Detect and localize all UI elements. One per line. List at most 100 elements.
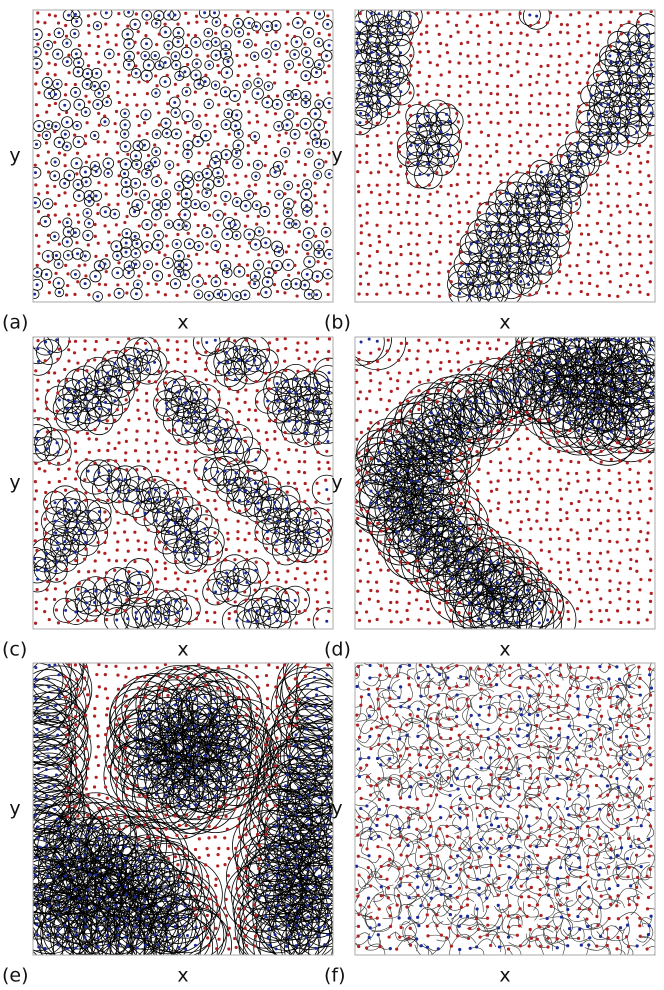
blue-particle	[589, 143, 593, 147]
blue-particle	[535, 14, 539, 18]
particle-ring	[580, 411, 636, 466]
particle-ring	[544, 173, 570, 199]
blue-particle	[305, 531, 309, 535]
red-particle	[628, 210, 632, 214]
x-axis-label: x	[499, 312, 510, 334]
red-particle	[284, 620, 288, 624]
red-particle	[509, 359, 513, 363]
particle-ring	[80, 464, 111, 495]
red-particle	[636, 212, 640, 216]
blue-particle	[566, 400, 570, 404]
panel-frame	[354, 336, 656, 630]
particle-ring	[355, 92, 381, 120]
red-particle	[305, 581, 309, 585]
particle-ring	[221, 26, 233, 38]
blue-particle	[164, 121, 168, 125]
blue-particle	[73, 272, 77, 276]
red-particle	[87, 293, 91, 297]
red-particle	[387, 358, 391, 362]
red-particle	[585, 489, 589, 493]
red-particle	[153, 439, 158, 443]
blue-particle	[636, 417, 640, 421]
red-particle	[579, 54, 583, 58]
red-particle	[366, 580, 370, 584]
particle-ring	[400, 492, 456, 549]
blue-particle	[323, 142, 327, 146]
blue-particle	[127, 357, 131, 361]
red-particle	[539, 64, 543, 68]
blue-particle	[247, 477, 251, 481]
blue-particle	[535, 193, 539, 197]
red-particle	[637, 517, 641, 521]
red-particle	[385, 349, 389, 353]
red-particle	[459, 261, 463, 265]
red-particle	[34, 369, 38, 373]
blue-particle	[467, 591, 471, 595]
blue-particle	[245, 580, 249, 584]
panel-label: (c)	[2, 639, 27, 661]
blue-particle	[85, 211, 89, 215]
blue-particle	[233, 567, 237, 571]
red-particle	[448, 240, 453, 244]
red-particle	[234, 458, 238, 462]
blue-particle	[174, 111, 178, 115]
blue-particle	[505, 191, 509, 195]
particle-ring	[201, 187, 212, 198]
particle-ring	[33, 57, 43, 70]
red-particle	[174, 560, 178, 564]
blue-particle	[439, 160, 443, 164]
red-particle	[306, 111, 311, 116]
red-particle	[247, 163, 251, 167]
red-particle	[103, 140, 107, 144]
particle-ring	[251, 587, 281, 618]
red-particle	[256, 429, 260, 433]
red-particle	[608, 539, 612, 544]
blue-particle	[578, 370, 582, 374]
particle-ring	[72, 189, 85, 202]
red-particle	[137, 80, 141, 84]
blue-particle	[226, 360, 230, 364]
particle-ring	[33, 556, 51, 584]
red-particle	[33, 539, 37, 543]
particle-ring	[71, 393, 103, 425]
blue-particle	[366, 40, 370, 44]
red-particle	[426, 608, 430, 612]
red-particle	[375, 617, 379, 622]
red-particle	[246, 32, 251, 36]
red-particle	[355, 500, 359, 504]
red-particle	[283, 431, 287, 435]
red-particle	[365, 211, 370, 215]
blue-particle	[388, 439, 392, 443]
red-particle	[164, 234, 168, 238]
red-particle	[64, 110, 69, 115]
blue-particle	[65, 221, 69, 225]
red-particle	[538, 418, 542, 422]
red-particle	[386, 243, 390, 247]
blue-particle	[223, 90, 227, 94]
red-particle	[557, 122, 561, 127]
red-particle	[615, 204, 619, 208]
particle-ring	[33, 166, 42, 179]
red-particle	[267, 190, 271, 194]
blue-particle	[369, 11, 373, 15]
blue-particle	[73, 509, 77, 513]
red-particle	[45, 407, 49, 411]
red-particle	[548, 446, 552, 451]
red-particle	[217, 70, 221, 75]
red-particle	[427, 74, 431, 78]
red-particle	[435, 92, 439, 96]
red-particle	[436, 388, 440, 392]
red-particle	[599, 201, 603, 205]
blue-particle	[476, 601, 480, 605]
red-particle	[628, 489, 632, 493]
red-particle	[256, 598, 260, 602]
red-particle	[519, 31, 523, 35]
red-particle	[73, 133, 77, 137]
blue-particle	[84, 589, 88, 593]
blue-particle	[439, 548, 443, 552]
blue-particle	[546, 391, 550, 395]
blue-particle	[304, 94, 308, 98]
blue-particle	[313, 387, 317, 391]
particle-ring	[566, 141, 593, 168]
red-particle	[293, 577, 297, 581]
